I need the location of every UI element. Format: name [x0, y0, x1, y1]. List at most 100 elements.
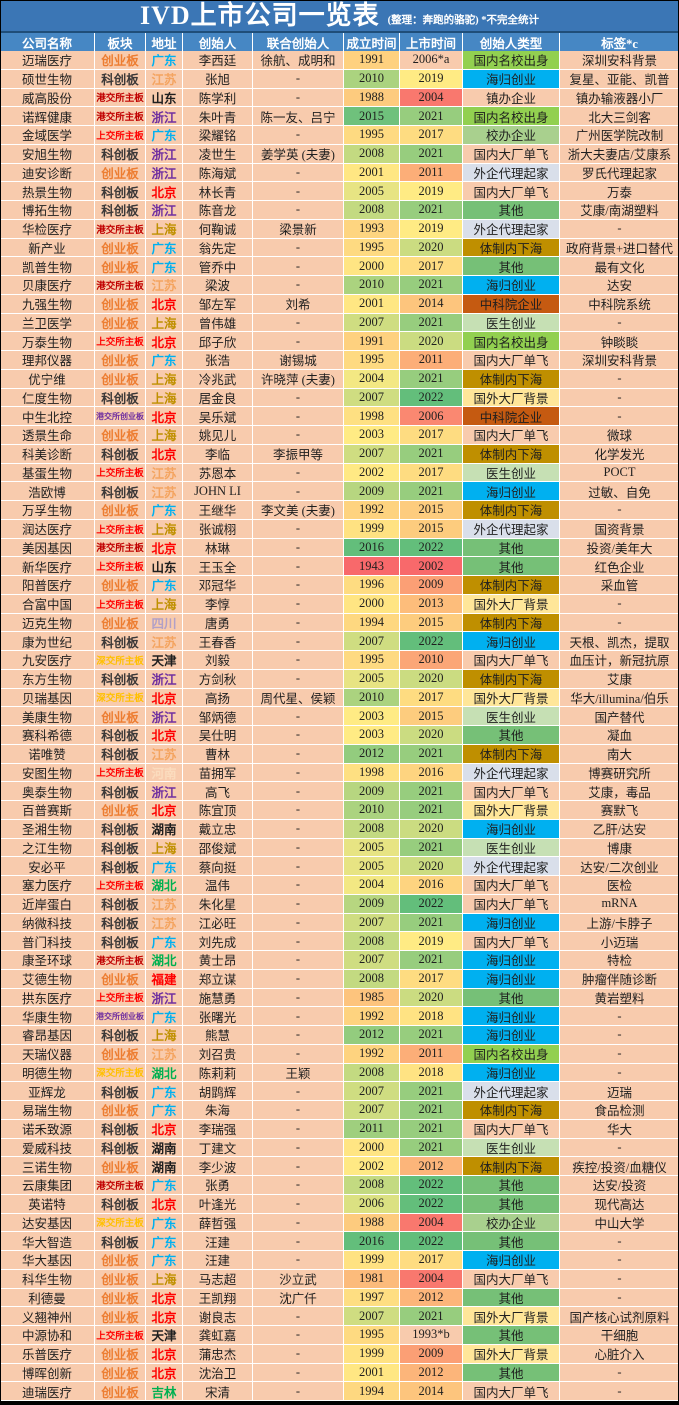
- founded-cell: 2007: [344, 1307, 400, 1326]
- founder-type-cell: 国内大厂单飞: [463, 182, 560, 201]
- region-cell: 山东: [146, 88, 183, 108]
- board-cell: 创业板: [95, 501, 146, 520]
- tag-cell: 迈瑞: [560, 1082, 679, 1101]
- listed-cell: 2015: [400, 519, 463, 539]
- founded-cell: 2006: [344, 1194, 400, 1214]
- founder-cell: 曾伟雄: [183, 313, 253, 333]
- table-row: 合富中国 上交所主板 上海 李惇 -2000 2013 国外大厂背景 -: [0, 594, 679, 614]
- company-cell: 康为世纪: [0, 632, 95, 651]
- founder-cell: JOHN LI: [183, 482, 253, 501]
- region-cell: 北京: [146, 332, 183, 351]
- founded-cell: 2015: [344, 107, 400, 126]
- tag-cell: 微球: [560, 426, 679, 445]
- table-body: 迈瑞医疗 创业板 广东 李西廷 徐航、成明和 1991 2006*a 国内名校出身 深圳安科背景…: [0, 51, 679, 1401]
- region-cell: 上海: [146, 1269, 183, 1289]
- listed-cell: 2017: [400, 688, 463, 708]
- listed-cell: 2004: [400, 88, 463, 108]
- founded-cell: 2016: [344, 1232, 400, 1251]
- listed-cell: 2019: [400, 219, 463, 239]
- company-cell: 明德生物: [0, 1063, 95, 1083]
- region-cell: 江苏: [146, 913, 183, 933]
- company-cell: 金域医学: [0, 126, 95, 145]
- founder-type-cell: 体制内下海: [463, 238, 560, 258]
- tag-cell: -: [560, 1139, 679, 1158]
- founder-cell: 李西廷: [183, 51, 253, 70]
- founder-cell: 翁先定: [183, 238, 253, 258]
- listed-cell: 2018: [400, 1007, 463, 1026]
- founded-cell: 2009: [344, 482, 400, 501]
- tag-cell: 凝血: [560, 726, 679, 745]
- region-cell: 浙江: [146, 144, 183, 164]
- board-cell: 上交所主板: [95, 1326, 146, 1345]
- founded-cell: 1991: [344, 332, 400, 351]
- founder-type-cell: 体制内下海: [463, 613, 560, 633]
- column-header-founded: 成立时间: [344, 33, 400, 51]
- board-cell: 创业板: [95, 163, 146, 183]
- column-header-company: 公司名称: [0, 33, 95, 51]
- cofounder-cell: -: [253, 857, 344, 876]
- cofounder-cell: 沙立武: [253, 1269, 344, 1289]
- company-cell: 近岸蛋白: [0, 894, 95, 914]
- region-cell: 广东: [146, 126, 183, 145]
- column-header-founder-type: 创始人类型: [463, 33, 560, 51]
- company-cell: 安旭生物: [0, 144, 95, 164]
- listed-cell: 2021: [400, 107, 463, 126]
- board-cell: 创业板: [95, 576, 146, 595]
- listed-cell: 2021: [400, 801, 463, 820]
- company-cell: 基蛋生物: [0, 463, 95, 483]
- company-cell: 诺禾致源: [0, 1119, 95, 1139]
- board-cell: 上交所主板: [95, 557, 146, 576]
- founder-cell: 姚见儿: [183, 426, 253, 445]
- cofounder-cell: -: [253, 1363, 344, 1383]
- cofounder-cell: -: [253, 1176, 344, 1195]
- board-cell: 创业板: [95, 1101, 146, 1120]
- region-cell: 湖北: [146, 951, 183, 970]
- board-cell: 港交所主板: [95, 1176, 146, 1195]
- table-row: 英诺特 科创板 北京 叶逢光 -2006 2022 其他 现代高达: [0, 1194, 679, 1214]
- listed-cell: 2018: [400, 1063, 463, 1083]
- company-cell: 润达医疗: [0, 519, 95, 539]
- founded-cell: 2007: [344, 313, 400, 333]
- founded-cell: 2010: [344, 69, 400, 89]
- table-row: 中源协和 上交所主板 天津 龚虹嘉 -1995 1993*b 其他 干细胞: [0, 1326, 679, 1345]
- founder-cell: 梁波: [183, 276, 253, 295]
- founder-type-cell: 海归创业: [463, 482, 560, 501]
- cofounder-cell: -: [253, 257, 344, 276]
- founded-cell: 1994: [344, 613, 400, 633]
- table-row: 浩欧博 科创板 江苏 JOHN LI -2009 2021 海归创业 过敏、自免: [0, 482, 679, 501]
- cofounder-cell: -: [253, 163, 344, 183]
- region-cell: 江苏: [146, 632, 183, 651]
- company-cell: 博拓生物: [0, 201, 95, 220]
- listed-cell: 2010: [400, 651, 463, 670]
- founder-cell: 陈海斌: [183, 163, 253, 183]
- founded-cell: 2001: [344, 1363, 400, 1383]
- tag-cell: -: [560, 1045, 679, 1064]
- founder-cell: 陈莉莉: [183, 1063, 253, 1083]
- table-row: 九强生物 创业板 北京 邹左军 刘希 2001 2014 中科院企业 中科院系统: [0, 294, 679, 314]
- founded-cell: 2000: [344, 594, 400, 614]
- founder-type-cell: 医生创业: [463, 838, 560, 858]
- tag-cell: 罗氏代理起家: [560, 164, 679, 183]
- listed-cell: 2021: [400, 482, 463, 501]
- tag-cell: -: [560, 1251, 679, 1270]
- listed-cell: 2006*a: [400, 51, 463, 70]
- company-cell: 中生北控: [0, 407, 95, 426]
- founder-type-cell: 其他: [463, 726, 560, 745]
- listed-cell: 2016: [400, 763, 463, 783]
- founder-cell: 陈音龙: [183, 201, 253, 220]
- founder-type-cell: 海归创业: [463, 969, 560, 989]
- company-cell: 三诺生物: [0, 1157, 95, 1176]
- listed-cell: 2012: [400, 1363, 463, 1383]
- founder-cell: 高飞: [183, 782, 253, 801]
- table-row: 热景生物 科创板 北京 林长青 -2005 2019 国内大厂单飞 万泰: [0, 182, 679, 201]
- company-cell: 中源协和: [0, 1326, 95, 1345]
- founder-cell: 李少波: [183, 1157, 253, 1176]
- board-cell: 科创板: [95, 444, 146, 464]
- listed-cell: 2017: [400, 1251, 463, 1270]
- founder-cell: 王凯翔: [183, 1288, 253, 1308]
- founder-cell: 沈治卫: [183, 1363, 253, 1383]
- listed-cell: 2015: [400, 501, 463, 520]
- listed-cell: 2014: [400, 1382, 463, 1401]
- founded-cell: 2007: [344, 1101, 400, 1120]
- region-cell: 广东: [146, 238, 183, 258]
